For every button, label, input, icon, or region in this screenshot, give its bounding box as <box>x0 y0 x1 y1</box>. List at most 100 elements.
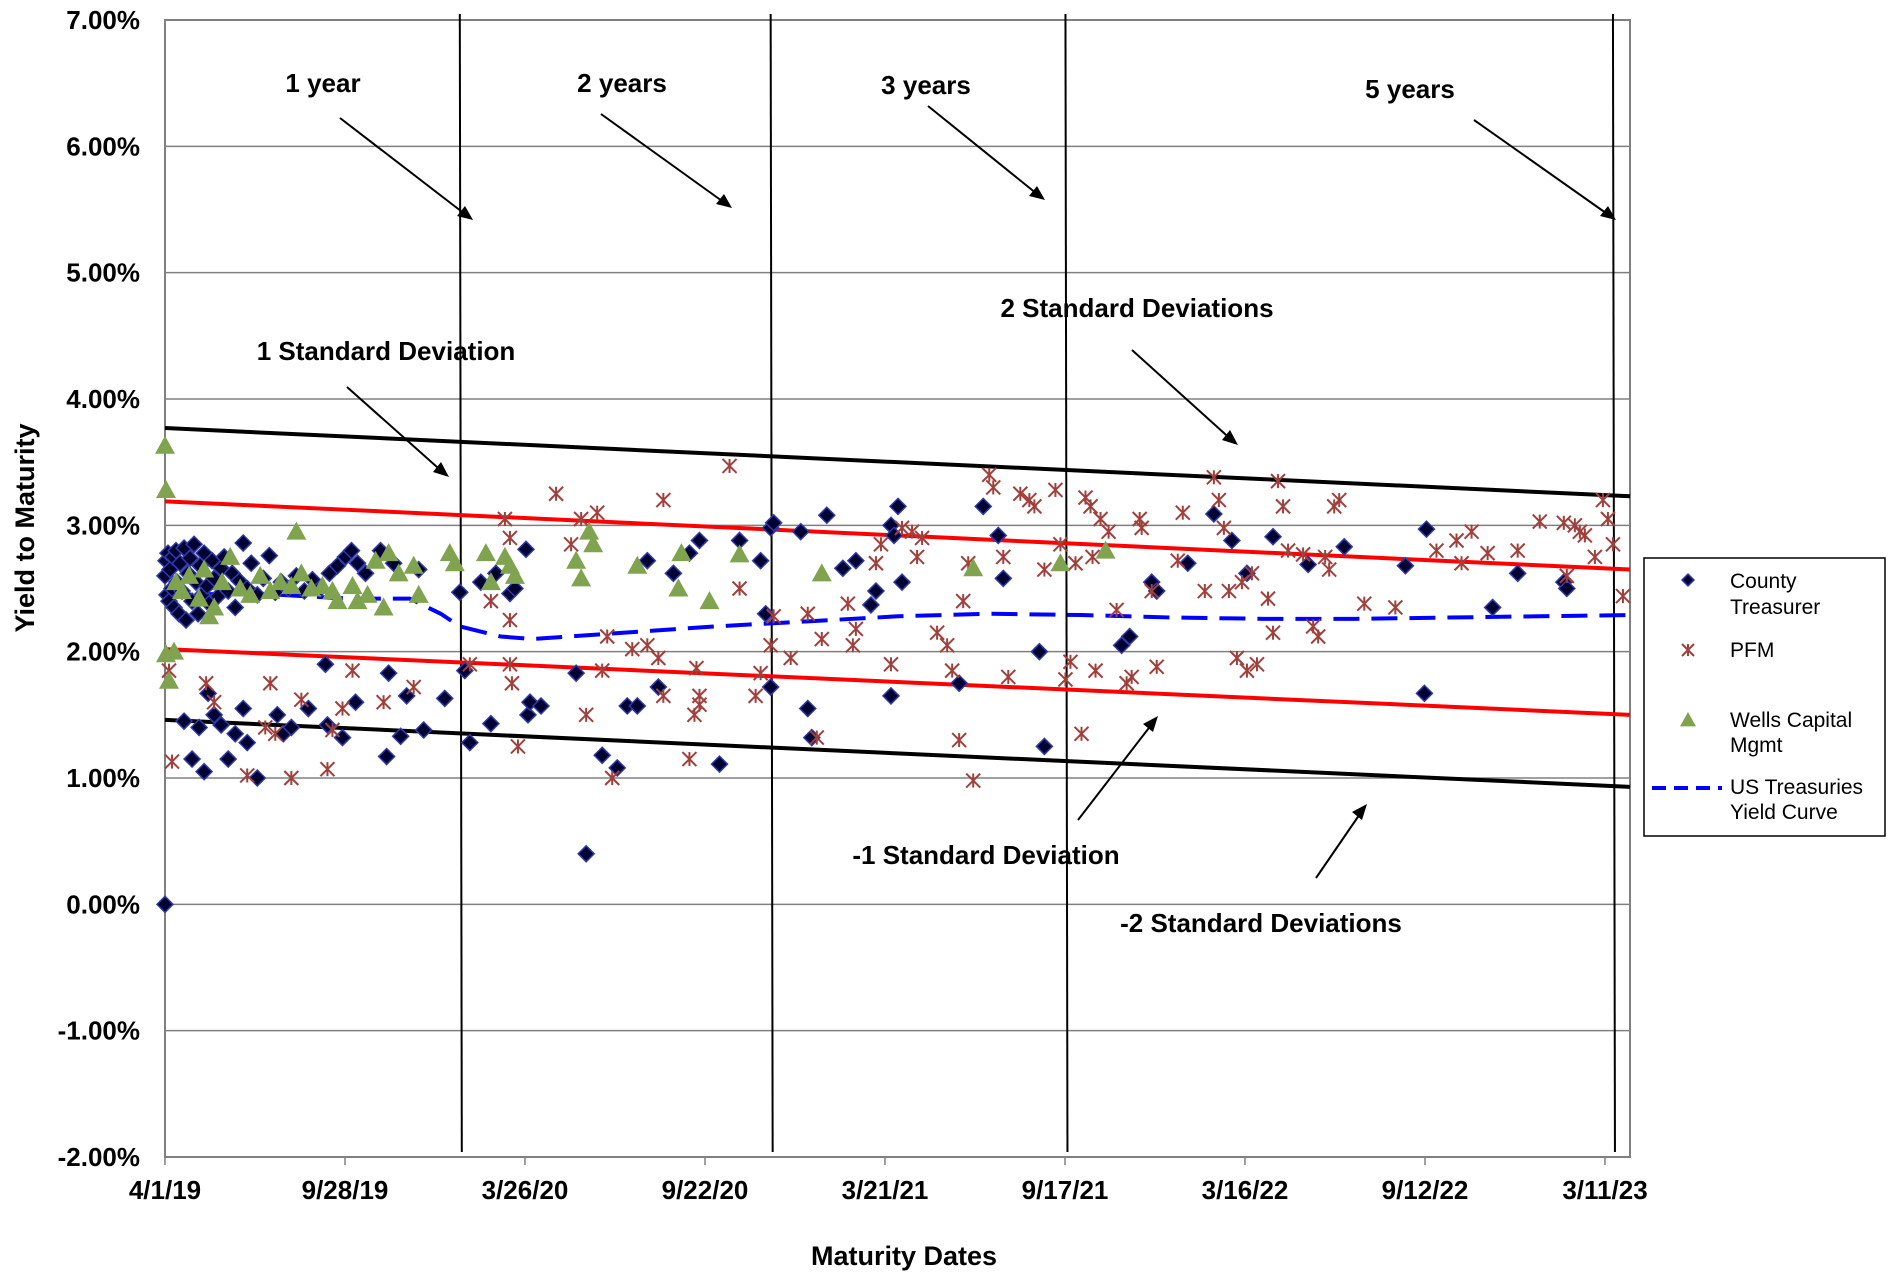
point-wells-capital-mgmt <box>475 543 496 562</box>
point-wells-capital-mgmt <box>444 553 465 572</box>
point-pfm <box>599 628 615 645</box>
point-wells-capital-mgmt <box>373 597 394 616</box>
point-county-treasurer <box>861 595 880 614</box>
point-pfm <box>1600 511 1616 527</box>
arrow-3-years <box>927 105 1043 199</box>
arrow-1-std-dev <box>346 386 447 476</box>
point-pfm <box>765 608 782 625</box>
point-pfm <box>1587 549 1603 565</box>
point-wells-capital-mgmt <box>312 575 333 594</box>
point-pfm <box>1428 542 1445 559</box>
point-pfm <box>1275 498 1291 515</box>
point-county-treasurer <box>346 693 365 712</box>
point-pfm <box>1479 545 1496 561</box>
y-tick-label: 2.00% <box>66 637 140 667</box>
point-pfm <box>1149 659 1165 675</box>
point-county-treasurer <box>593 746 612 765</box>
point-county-treasurer <box>348 554 367 573</box>
point-pfm <box>1000 669 1017 685</box>
point-pfm <box>1448 532 1465 549</box>
point-pfm <box>1249 656 1265 673</box>
point-pfm <box>504 675 520 691</box>
annotation-neg-2-std-devs: -2 Standard Deviations <box>1120 908 1402 938</box>
point-county-treasurer <box>260 546 279 565</box>
point-wells-capital-mgmt <box>159 670 180 689</box>
point-pfm <box>1197 583 1213 599</box>
x-tick-label: 9/12/22 <box>1382 1175 1469 1205</box>
point-county-treasurer <box>1120 627 1139 646</box>
point-county-treasurer <box>1035 737 1054 756</box>
point-wells-capital-mgmt <box>250 565 271 584</box>
point-pfm <box>840 595 856 612</box>
point-pfm <box>502 612 518 628</box>
point-pfm <box>502 656 518 673</box>
point-county-treasurer <box>649 677 668 697</box>
arrowhead-3-years <box>1029 186 1045 200</box>
point-county-treasurer <box>892 573 912 592</box>
point-pfm <box>1073 726 1090 742</box>
legend-label-county-treasurer-line2: Treasurer <box>1730 596 1820 619</box>
point-county-treasurer <box>1335 537 1354 556</box>
point-pfm <box>578 707 594 723</box>
point-pfm <box>1265 625 1281 641</box>
point-county-treasurer <box>1204 504 1223 524</box>
point-pfm <box>1108 602 1125 618</box>
point-county-treasurer <box>1263 527 1283 546</box>
point-pfm <box>1131 511 1148 527</box>
point-county-treasurer <box>190 718 209 737</box>
point-pfm <box>883 656 899 673</box>
point-county-treasurer <box>518 705 538 724</box>
point-pfm <box>1211 492 1227 508</box>
y-axis-title: Yield to Maturity <box>10 423 40 632</box>
point-pfm <box>573 511 589 527</box>
point-wells-capital-mgmt <box>699 591 720 610</box>
point-county-treasurer <box>226 598 245 617</box>
point-pfm <box>655 688 672 704</box>
point-wells-capital-mgmt <box>260 581 281 600</box>
point-county-treasurer <box>205 705 224 724</box>
arrowhead-neg-1-std-dev <box>1143 716 1158 732</box>
point-county-treasurer <box>690 531 709 550</box>
point-wells-capital-mgmt <box>156 479 177 498</box>
point-wells-capital-mgmt <box>342 575 363 594</box>
arrowhead-2-std-devs <box>1222 430 1238 445</box>
point-wells-capital-mgmt <box>408 584 429 603</box>
point-pfm <box>344 662 361 679</box>
point-pfm <box>548 486 564 502</box>
point-pfm <box>267 726 284 742</box>
point-wells-capital-mgmt <box>729 544 750 563</box>
point-pfm <box>1012 486 1029 502</box>
point-pfm <box>944 662 960 679</box>
vertical-marker-5-years <box>1611 13 1616 1153</box>
point-pfm <box>1559 568 1575 584</box>
point-wells-capital-mgmt <box>378 543 399 562</box>
point-pfm <box>1532 513 1548 530</box>
point-county-treasurer <box>450 583 469 602</box>
annotation-2-years: 2 years <box>577 68 667 98</box>
y-tick-label: 0.00% <box>66 889 140 919</box>
point-pfm <box>1317 549 1333 565</box>
point-pfm <box>639 637 656 654</box>
point-pfm <box>624 641 640 657</box>
point-county-treasurer <box>356 564 375 583</box>
point-wells-capital-mgmt <box>1095 540 1116 559</box>
point-pfm <box>814 631 830 647</box>
x-tick-label: 3/26/20 <box>482 1175 569 1205</box>
point-pfm <box>510 738 526 755</box>
point-pfm <box>604 770 620 786</box>
point-wells-capital-mgmt <box>480 572 501 591</box>
legend-label-county-treasurer-line1: County <box>1730 570 1797 593</box>
point-county-treasurer <box>189 604 208 623</box>
point-county-treasurer <box>846 551 865 570</box>
point-pfm <box>293 691 310 708</box>
point-pfm <box>1356 595 1372 612</box>
point-pfm <box>955 593 971 609</box>
point-county-treasurer <box>950 674 969 693</box>
x-tick-labels: 4/1/19 9/28/19 3/26/20 9/22/20 3/21/21 9/17/2… <box>129 1157 1648 1205</box>
legend-label-wells-line2: Mgmt <box>1730 734 1783 757</box>
point-pfm <box>929 625 945 641</box>
legend-label-pfm: PFM <box>1730 639 1774 662</box>
point-county-treasurer <box>248 768 267 788</box>
band-line-5 <box>164 647 1631 717</box>
point-pfm <box>319 761 336 777</box>
